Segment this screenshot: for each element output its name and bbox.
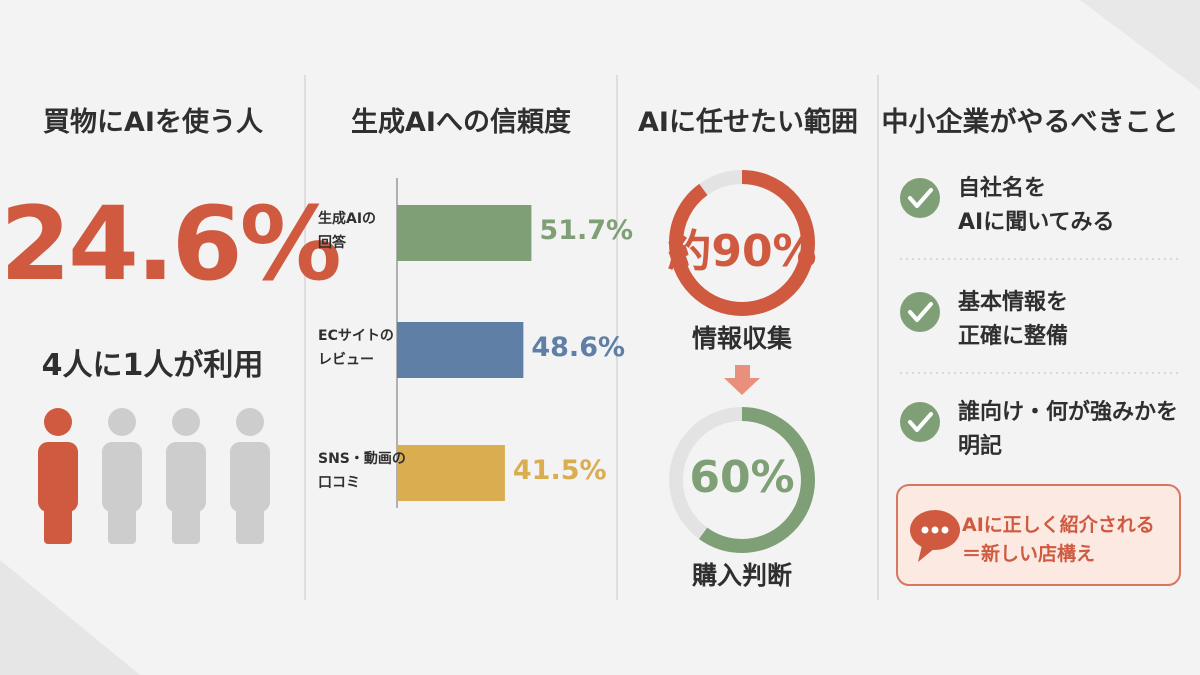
panel-title: AIに任せたい範囲	[638, 107, 858, 138]
arrow	[724, 365, 760, 395]
todo-item: 自社名を AIに聞いてみる	[958, 176, 1115, 235]
todo-item: 誰向け・何が強みかを 明記	[958, 400, 1179, 459]
bar	[397, 445, 505, 501]
value-label: 48.6%	[531, 332, 626, 363]
check-icon	[900, 292, 940, 332]
speech-icon	[910, 510, 960, 562]
callout-box	[896, 484, 1181, 586]
caption: 4人に1人が利用	[41, 348, 264, 383]
donut-caption: 購入判断	[691, 561, 792, 590]
category-label: ECサイトの レビュー	[318, 328, 394, 368]
check-mark	[908, 412, 933, 432]
donut-arc	[669, 170, 815, 316]
decor	[1080, 0, 1200, 90]
donut-label: 約90%	[667, 226, 817, 277]
donut-caption: 情報収集	[691, 324, 792, 353]
headline: 24.6%	[0, 185, 342, 304]
todo-item: 基本情報を 正確に整備	[958, 290, 1069, 349]
check-mark	[908, 302, 933, 322]
people-icons	[38, 408, 270, 544]
panel-title: 生成AIへの信頼度	[351, 107, 571, 138]
check-icon	[900, 178, 940, 218]
check-icon	[900, 402, 940, 442]
donut-label: 60%	[689, 452, 795, 503]
category-label: 生成AIの 回答	[318, 211, 377, 251]
bar	[397, 322, 524, 378]
category-label: SNS・動画の 口コミ	[318, 451, 406, 491]
value-label: 51.7%	[539, 215, 634, 246]
value-label: 41.5%	[512, 455, 607, 486]
donut-arc	[669, 407, 815, 553]
bar	[397, 205, 532, 261]
decor	[0, 560, 140, 675]
check-mark	[908, 188, 933, 208]
callout-text: AIに正しく紹介される ＝新しい店構え	[962, 514, 1155, 565]
panel-title: 買物にAIを使う人	[43, 107, 263, 138]
panel-title: 中小企業がやるべきこと	[881, 107, 1179, 138]
